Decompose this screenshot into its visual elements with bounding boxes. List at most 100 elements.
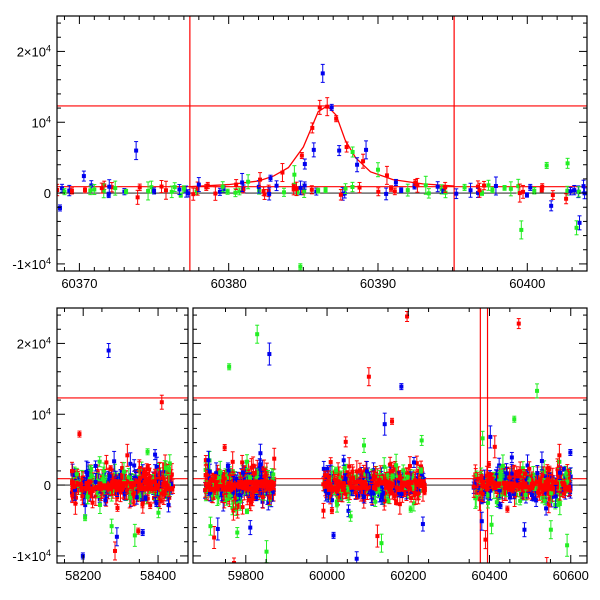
season-point [203,455,208,466]
data-point [230,505,235,510]
data-point [281,190,286,195]
data-point [320,71,325,76]
data-marker-green [132,523,137,547]
data-marker-green [565,157,570,169]
data-point [126,486,131,491]
data-point [204,185,209,190]
data-point [262,192,267,197]
data-point [218,476,223,481]
season-core-point [113,483,119,489]
data-point [399,188,404,193]
data-marker-blue [106,343,111,358]
baseline-point [490,186,495,194]
bottom-light-curve-chart: 58200 58400 59800 60000 60200 60400 60600-1×10… [12,307,589,583]
data-point [166,466,171,471]
baseline-point [124,188,129,195]
data-point [214,471,219,476]
data-point [115,491,120,496]
data-point [203,473,208,478]
baseline-point [309,185,314,195]
data-marker-red [477,182,482,198]
data-marker-green [92,184,97,196]
data-point [240,470,245,475]
data-point [132,463,137,468]
data-point [82,495,87,500]
data-point [249,498,254,503]
data-point [57,205,62,210]
season-core-point [154,483,160,489]
data-point [490,187,495,192]
data-marker-blue [577,215,582,231]
data-marker-red [258,172,263,188]
baseline-point [191,187,196,201]
data-marker-red [69,187,74,195]
data-point [92,187,97,192]
data-point [393,180,398,185]
season-core-point [90,486,96,492]
data-point [140,500,145,505]
data-point [229,493,234,498]
data-marker-blue [240,172,245,192]
data-point [233,190,238,195]
data-marker-red [147,464,152,475]
data-point [508,186,513,191]
data-point [267,495,272,500]
data-point [159,491,164,496]
data-point [154,501,159,506]
data-marker-blue [93,460,98,472]
data-marker-red [517,183,522,203]
data-point [60,186,65,191]
data-marker-blue [393,178,398,186]
data-point [405,188,410,193]
data-point [392,189,397,194]
data-point [132,487,137,492]
model-curve [189,105,455,188]
season-core-point [230,482,236,488]
data-marker-red [204,183,209,191]
baseline-point [399,187,404,193]
season-point [69,461,74,481]
data-point [225,189,230,194]
baseline-point [376,187,381,197]
data-point [102,478,107,483]
data-point [57,188,60,193]
data-marker-green [145,448,150,456]
data-point [107,184,112,189]
data-point [158,487,163,492]
season-core-point [214,481,220,487]
data-point [169,483,174,488]
data-point [72,487,77,492]
data-point [261,189,266,194]
data-marker-green [544,161,549,169]
season-core-point [151,479,157,485]
baseline-point [106,191,111,199]
data-point [80,494,85,499]
season-core-point [107,486,113,492]
season-core-point [138,482,144,488]
data-point [375,167,380,172]
plot-area [193,308,587,563]
data-point [104,487,109,492]
season-core-point [220,486,226,492]
data-point [167,490,172,495]
data-point [241,477,246,482]
baseline-point [67,184,72,197]
data-point [280,170,285,175]
season-core-point [244,486,250,492]
data-marker-blue [528,183,533,191]
data-point [476,190,481,195]
season-core-point [83,486,89,492]
x-tick-label: 60390 [360,276,396,291]
data-marker-blue [493,176,498,196]
baseline-point [521,184,526,199]
data-point [87,477,92,482]
data-point [230,459,235,464]
data-point [69,188,74,193]
season-core-point [147,479,153,485]
data-marker-blue [311,142,316,158]
data-point [208,490,213,495]
data-point [226,468,231,473]
data-point [167,461,172,466]
baseline-point [482,180,487,191]
